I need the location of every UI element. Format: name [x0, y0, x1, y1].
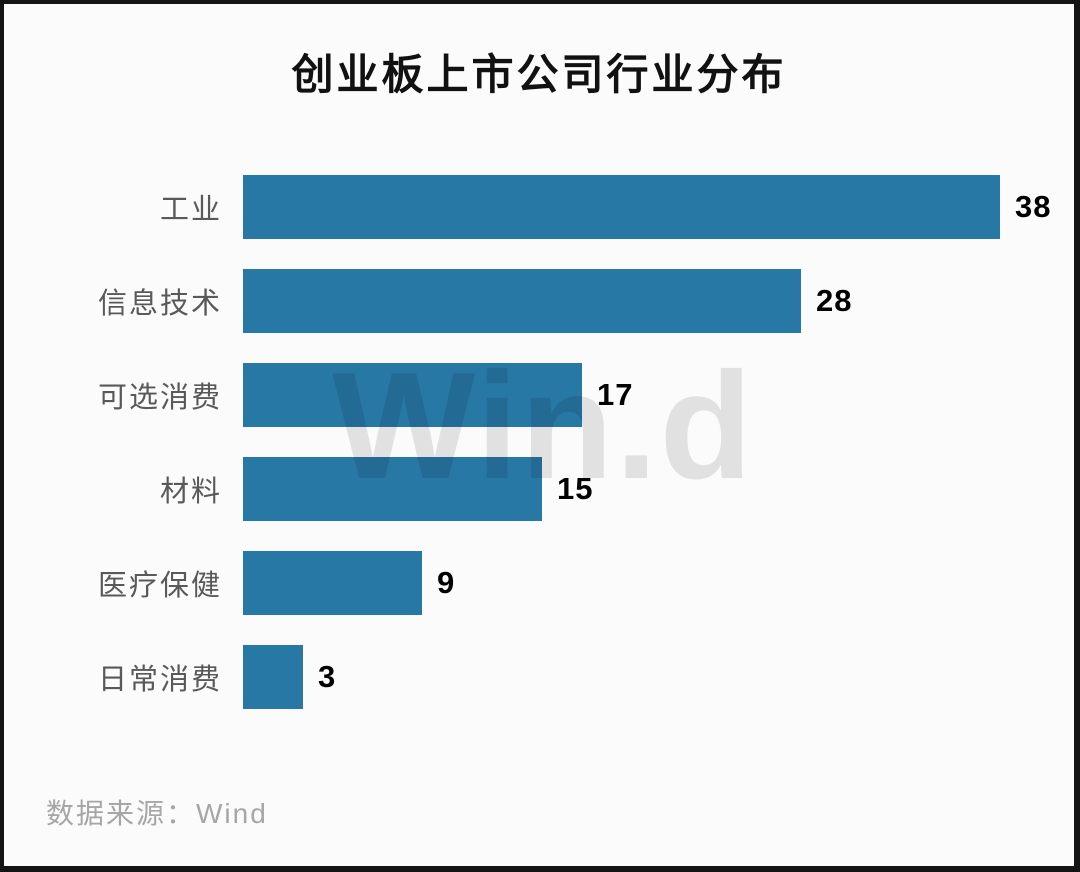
bar-row: 医疗保健 9 [4, 536, 1074, 630]
bar-chart-plot-area: 工业 38 信息技术 28 可选消费 17 材料 15 医疗保健 9 [4, 160, 1074, 724]
value-label: 3 [318, 659, 337, 694]
bar-track: 9 [243, 536, 455, 630]
value-label: 38 [1015, 189, 1052, 224]
bar-track: 17 [243, 348, 633, 442]
category-label: 材料 [159, 476, 222, 508]
category-label: 信息技术 [97, 288, 222, 320]
category-label: 日常消费 [97, 664, 222, 696]
bar-row: 信息技术 28 [4, 254, 1074, 348]
category-label: 可选消费 [97, 382, 222, 414]
category-label: 工业 [159, 194, 222, 226]
value-label: 28 [816, 283, 853, 318]
category-label: 医疗保健 [97, 570, 222, 602]
bar [243, 551, 422, 615]
chart-title: 创业板上市公司行业分布 [291, 51, 787, 98]
bar-rows-container: 工业 38 信息技术 28 可选消费 17 材料 15 医疗保健 9 [4, 160, 1074, 724]
bar-row: 工业 38 [4, 160, 1074, 254]
value-label: 17 [597, 377, 634, 412]
bar [243, 645, 303, 709]
bar [243, 457, 542, 521]
value-label: 9 [437, 565, 456, 600]
bar-row: 日常消费 3 [4, 630, 1074, 724]
bar-track: 3 [243, 630, 336, 724]
bar-row: 可选消费 17 [4, 348, 1074, 442]
bar-track: 28 [243, 254, 852, 348]
value-label: 15 [557, 471, 594, 506]
bar [243, 363, 582, 427]
bar-track: 38 [243, 160, 1051, 254]
bar [243, 269, 801, 333]
data-source-label: 数据来源：Wind [46, 798, 268, 829]
bar-row: 材料 15 [4, 442, 1074, 536]
bar [243, 175, 1000, 239]
bar-track: 15 [243, 442, 593, 536]
